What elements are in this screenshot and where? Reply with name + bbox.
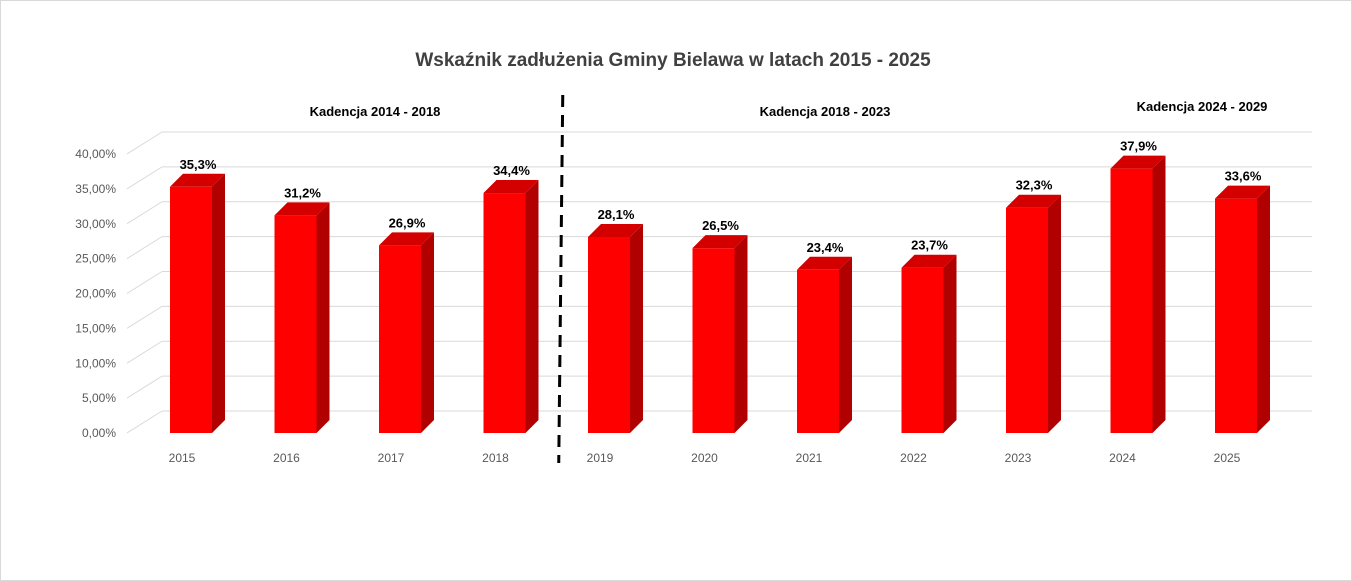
term-label-2024-2029: Kadencja 2024 - 2029 bbox=[1137, 99, 1268, 114]
bar-2017 bbox=[379, 232, 434, 433]
x-tick-label: 2015 bbox=[169, 451, 196, 465]
gridline-floor-7 bbox=[126, 166, 163, 190]
term-label-2014-2018: Kadencja 2014 - 2018 bbox=[310, 104, 441, 119]
bar-side-face bbox=[212, 173, 225, 433]
bar-2023 bbox=[1006, 194, 1061, 433]
bar-2015 bbox=[170, 173, 225, 433]
bar-front-face bbox=[901, 267, 944, 433]
bar-top-face bbox=[901, 254, 957, 268]
bar-side-face bbox=[1048, 194, 1061, 433]
y-tick-label: 10,00% bbox=[75, 356, 116, 370]
y-tick-label: 15,00% bbox=[75, 321, 116, 335]
x-tick-label: 2020 bbox=[691, 451, 718, 465]
y-tick-label: 30,00% bbox=[75, 217, 116, 231]
term-label-2018-2023: Kadencja 2018 - 2023 bbox=[760, 104, 891, 119]
bar-top-face bbox=[797, 256, 852, 270]
bar-2024 bbox=[1110, 155, 1166, 433]
data-label: 35,3% bbox=[180, 157, 217, 172]
bar-top-face bbox=[1110, 155, 1166, 169]
bar-side-face bbox=[316, 202, 330, 433]
data-label: 23,7% bbox=[911, 238, 948, 253]
y-tick-label: 35,00% bbox=[75, 182, 116, 196]
bar-side-face bbox=[1152, 155, 1166, 433]
bar-top-face bbox=[170, 173, 225, 187]
bar-2025 bbox=[1215, 185, 1270, 433]
gridline-floor-1 bbox=[126, 375, 163, 399]
bar-top-face bbox=[274, 202, 330, 216]
gridline-floor-3 bbox=[126, 305, 163, 329]
bar-side-face bbox=[421, 232, 434, 433]
x-tick-label: 2021 bbox=[796, 451, 823, 465]
data-label: 23,4% bbox=[807, 240, 844, 255]
bar-side-face bbox=[525, 180, 539, 433]
x-tick-label: 2022 bbox=[900, 451, 927, 465]
gridline-floor-4 bbox=[126, 271, 163, 294]
x-tick-label: 2018 bbox=[482, 451, 509, 465]
bar-2020 bbox=[692, 235, 748, 433]
bar-top-face bbox=[1215, 185, 1270, 199]
chart-title: Wskaźnik zadłużenia Gminy Bielawa w lata… bbox=[415, 50, 931, 71]
bar-front-face bbox=[483, 193, 526, 433]
bars bbox=[170, 155, 1270, 433]
data-label: 31,2% bbox=[284, 185, 321, 200]
bar-front-face bbox=[379, 245, 421, 433]
gridline-floor-6 bbox=[126, 201, 163, 225]
bar-top-face bbox=[588, 224, 643, 238]
bar-2021 bbox=[797, 256, 852, 433]
x-tick-label: 2016 bbox=[273, 451, 300, 465]
y-tick-label: 0,00% bbox=[82, 426, 116, 440]
data-label: 26,9% bbox=[389, 215, 426, 230]
bar-front-face bbox=[1110, 168, 1153, 433]
bar-top-face bbox=[692, 235, 748, 249]
bar-side-face bbox=[734, 235, 748, 433]
bar-2022 bbox=[901, 254, 957, 433]
bar-front-face bbox=[1215, 198, 1257, 433]
data-label: 32,3% bbox=[1016, 178, 1053, 193]
bar-front-face bbox=[274, 215, 317, 433]
bar-top-face bbox=[379, 232, 434, 246]
x-tick-label: 2025 bbox=[1214, 451, 1241, 465]
bar-side-face bbox=[630, 224, 643, 433]
term-divider-line bbox=[557, 94, 565, 464]
bar-top-face bbox=[1006, 194, 1061, 208]
y-axis: 0,00% 5,00% 10,00% 15,00% 20,00% 25,00% 30,00%… bbox=[75, 147, 116, 440]
data-label: 37,9% bbox=[1120, 139, 1157, 154]
data-labels: 35,3% 31,2% 26,9% 34,4% 28,1% 26,5% 23,4% 23,7%… bbox=[180, 139, 1262, 255]
x-tick-label: 2019 bbox=[587, 451, 614, 465]
bar-front-face bbox=[170, 186, 212, 433]
data-label: 34,4% bbox=[493, 163, 530, 178]
y-tick-label: 5,00% bbox=[82, 391, 116, 405]
bar-front-face bbox=[588, 237, 630, 433]
bar-front-face bbox=[692, 248, 735, 433]
y-tick-label: 20,00% bbox=[75, 287, 116, 301]
bar-front-face bbox=[1006, 207, 1048, 433]
x-tick-label: 2024 bbox=[1109, 451, 1136, 465]
bar-2016 bbox=[274, 202, 330, 433]
bar-2019 bbox=[588, 224, 643, 433]
x-tick-label: 2023 bbox=[1005, 451, 1032, 465]
bar-side-face bbox=[943, 254, 957, 433]
data-label: 33,6% bbox=[1225, 169, 1262, 184]
y-tick-label: 40,00% bbox=[75, 147, 116, 161]
data-label: 28,1% bbox=[598, 207, 635, 222]
bar-side-face bbox=[1257, 185, 1270, 433]
y-tick-label: 25,00% bbox=[75, 252, 116, 266]
x-tick-label: 2017 bbox=[378, 451, 405, 465]
bar-2018 bbox=[483, 180, 539, 433]
bar-side-face bbox=[839, 256, 852, 433]
bar-front-face bbox=[797, 269, 839, 433]
bar-top-face bbox=[483, 180, 539, 194]
data-label: 26,5% bbox=[702, 218, 739, 233]
gridline-floor-2 bbox=[126, 340, 163, 364]
x-axis: 2015 2016 2017 2018 2019 2020 2021 2022 2023 2024… bbox=[169, 451, 1241, 465]
gridline-floor-5 bbox=[126, 236, 163, 260]
gridline-floor-0 bbox=[126, 410, 163, 434]
gridline-floor-8 bbox=[126, 131, 163, 155]
